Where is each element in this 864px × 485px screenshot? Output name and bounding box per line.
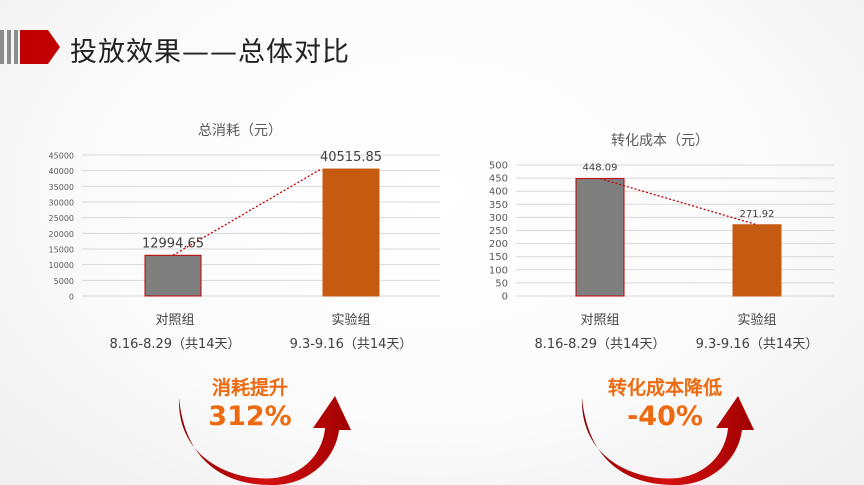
- chart1-category-label-2: 实验组 9.3-9.16（共14天）: [266, 309, 436, 357]
- chart1-ytick-label: 45000: [49, 152, 74, 161]
- chart2-svg: 0 50 100 150 200 250 300 350 400 450 500 448.09 271.…: [489, 161, 834, 303]
- chart1-title: 总消耗（元）: [198, 123, 282, 139]
- chart2-data-label: 271.92: [740, 209, 775, 220]
- chart2-callout: 转化成本降低 -40%: [590, 376, 740, 434]
- chart2-ytick-label: 250: [489, 226, 508, 237]
- chart1-category-name-2: 实验组: [331, 313, 371, 328]
- chart2-bar: [575, 178, 625, 297]
- chart2-ytick-label: 400: [489, 187, 508, 198]
- chart2-bar: [732, 224, 782, 297]
- header-red-arrow: [20, 30, 60, 64]
- page-title: 投放效果——总体对比: [70, 37, 350, 68]
- chart2-category-name-1: 对照组: [580, 313, 620, 328]
- chart1-callout: 消耗提升 312%: [190, 376, 310, 434]
- chart2-ytick-label: 100: [489, 265, 508, 276]
- chart2-ytick-label: 50: [495, 278, 508, 289]
- chart2-title: 转化成本（元）: [611, 133, 709, 149]
- chart1-ytick-label: 5000: [54, 277, 74, 286]
- chart1-ytick-label: 35000: [49, 183, 74, 192]
- chart1-category-date-2: 9.3-9.16（共14天）: [289, 337, 413, 352]
- chart2-ytick-label: 500: [489, 161, 508, 172]
- chart2-category-label-2: 实验组 9.3-9.16（共14天）: [672, 309, 842, 357]
- chart1-data-label: 12994.65: [142, 236, 204, 251]
- chart2-category-label-1: 对照组 8.16-8.29（共14天）: [515, 309, 685, 357]
- chart1-ytick-label: 20000: [49, 230, 74, 239]
- chart2-category-date-1: 8.16-8.29（共14天）: [534, 337, 666, 352]
- chart2-data-label: 448.09: [583, 163, 618, 174]
- chart1-category-label-1: 对照组 8.16-8.29（共14天）: [90, 309, 260, 357]
- chart2-trend-line: [599, 177, 758, 226]
- chart2-curved-arrow-icon: [581, 396, 754, 485]
- header-bar-3: [14, 30, 18, 64]
- chart1-data-label: 40515.85: [320, 150, 382, 165]
- chart2-ytick-label: 150: [489, 252, 508, 263]
- chart1-ytick-label: 10000: [49, 261, 74, 270]
- chart1-trend-line: [172, 168, 322, 256]
- chart2-ytick-label: 450: [489, 174, 508, 185]
- chart1-callout-label: 消耗提升: [211, 377, 288, 399]
- chart2-ytick-label: 0: [502, 292, 508, 303]
- chart1-ytick-label: 0: [69, 293, 74, 302]
- chart1-ytick-label: 25000: [49, 214, 74, 223]
- header-bar-1: [0, 30, 4, 64]
- slide-header: [0, 30, 864, 66]
- chart2-ytick-label: 200: [489, 239, 508, 250]
- chart2-category-date-2: 9.3-9.16（共14天）: [695, 337, 819, 352]
- chart2-ytick-label: 300: [489, 213, 508, 224]
- chart1-category-name-1: 对照组: [155, 313, 195, 328]
- chart1-bar: [322, 168, 380, 297]
- chart1-category-date-1: 8.16-8.29（共14天）: [109, 337, 241, 352]
- chart2-category-name-2: 实验组: [737, 313, 777, 328]
- chart1-curved-arrow-icon: [178, 396, 351, 485]
- chart1-ytick-label: 30000: [49, 199, 74, 208]
- chart1-bar: [144, 254, 202, 297]
- chart1-ytick-label: 40000: [49, 167, 74, 176]
- chart1-ytick-label: 15000: [49, 246, 74, 255]
- chart2-ytick-label: 350: [489, 200, 508, 211]
- chart2-callout-label: 转化成本降低: [607, 377, 722, 399]
- chart2-callout-value: -40%: [627, 401, 703, 432]
- chart1-svg: 0 5000 10000 15000 20000 25000 30000 35000 40000…: [49, 150, 440, 302]
- chart1-callout-value: 312%: [208, 401, 292, 432]
- header-bar-2: [7, 30, 11, 64]
